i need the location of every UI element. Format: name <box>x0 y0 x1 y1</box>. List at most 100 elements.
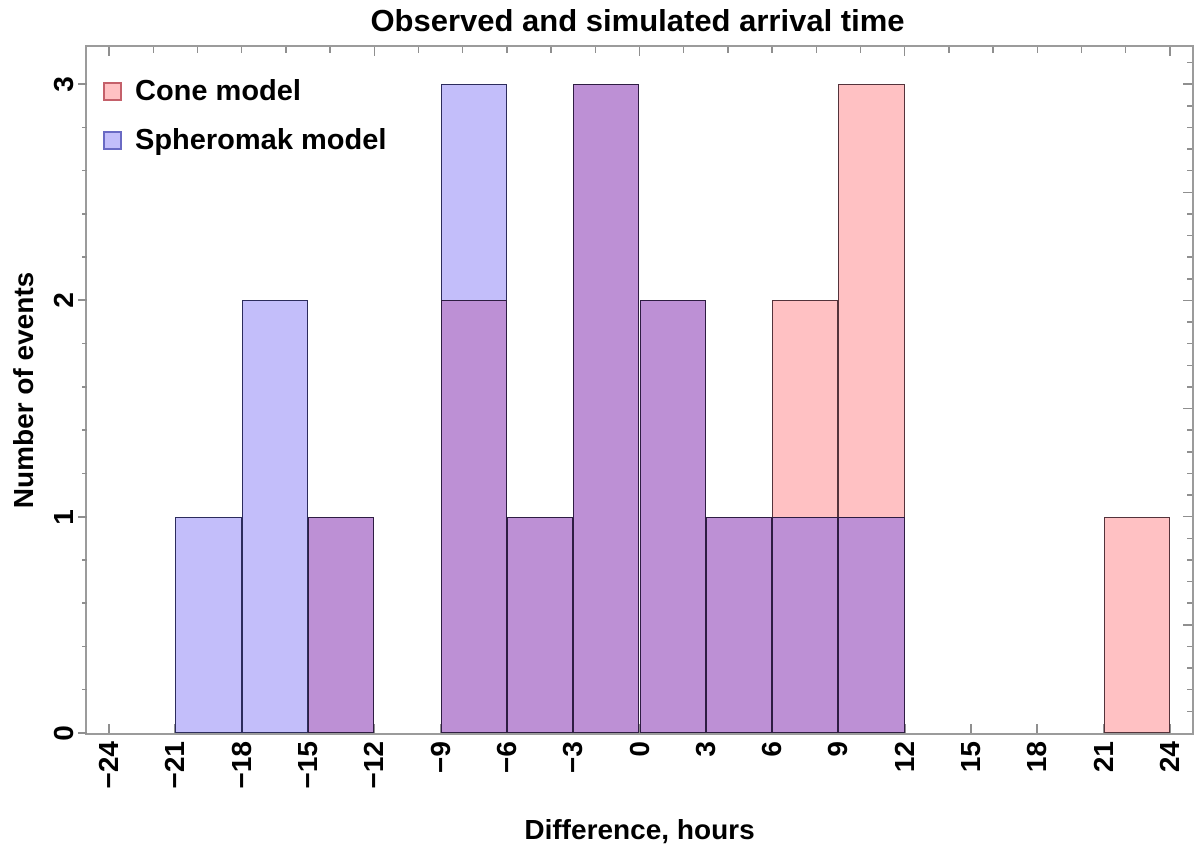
x-tick-top <box>196 47 199 53</box>
x-tick-top <box>108 47 110 56</box>
y-tick-right <box>1187 602 1192 604</box>
x-tick-top <box>903 47 906 56</box>
y-tick-right <box>1187 213 1192 215</box>
x-tick <box>1036 724 1039 733</box>
y-tick-label: 1 <box>48 508 79 525</box>
histogram-bar-overlap <box>838 516 905 733</box>
x-tick <box>970 724 972 733</box>
x-tick-top <box>550 47 552 53</box>
x-tick-label: 0 <box>623 741 655 757</box>
x-tick-top <box>240 47 243 53</box>
y-tick-label: 3 <box>48 76 79 92</box>
legend-swatch-spheromak <box>103 130 122 150</box>
x-tick-top <box>1124 47 1127 53</box>
legend-item-spheromak: Spheromak model <box>103 124 386 156</box>
x-tick-label: −12 <box>358 741 390 789</box>
x-tick-label: −3 <box>557 741 589 773</box>
x-tick-label: −18 <box>225 741 257 789</box>
y-tick-minor <box>82 559 87 561</box>
x-tick-label: −21 <box>159 741 191 789</box>
x-tick-label: 6 <box>756 741 788 757</box>
y-tick-minor <box>82 386 87 388</box>
histogram-bar-overlap <box>308 516 375 733</box>
legend-item-cone: Cone model <box>103 75 386 107</box>
y-tick-right <box>1187 429 1192 431</box>
plot-area: Cone model Spheromak model Difference, h… <box>8 45 1194 845</box>
y-tick-minor <box>82 602 87 604</box>
x-tick-top <box>461 47 464 53</box>
x-tick-label: 12 <box>888 741 920 773</box>
y-tick-right <box>1183 515 1192 518</box>
x-tick-label: −24 <box>93 741 125 789</box>
y-tick-right <box>1187 105 1192 107</box>
y-tick-minor <box>82 126 87 129</box>
y-tick <box>78 299 87 302</box>
y-tick <box>78 732 87 734</box>
x-tick-top <box>373 47 376 56</box>
x-tick-top <box>1169 47 1171 56</box>
legend-label-cone: Cone model <box>135 75 301 107</box>
y-tick-right <box>1187 321 1192 323</box>
x-tick-top <box>152 47 155 53</box>
legend-swatch-cone <box>103 81 122 101</box>
y-tick-minor <box>82 688 87 691</box>
x-tick-label: 9 <box>822 741 854 757</box>
histogram-bar-overlap <box>573 84 640 733</box>
histogram-bar-overlap <box>506 516 574 733</box>
x-tick-top <box>992 47 994 53</box>
x-tick-label: 24 <box>1153 741 1185 773</box>
y-tick-right <box>1187 126 1192 129</box>
x-tick <box>373 724 376 733</box>
x-tick-label: 15 <box>955 741 986 773</box>
histogram-bar-cone <box>772 300 839 517</box>
y-tick-right <box>1187 61 1192 64</box>
x-tick-top <box>771 47 773 53</box>
y-tick-minor <box>82 429 87 431</box>
y-tick-right <box>1187 710 1192 713</box>
x-tick-label: 21 <box>1087 741 1119 773</box>
histogram-bar-overlap <box>440 300 507 733</box>
legend: Cone model Spheromak model <box>103 75 386 156</box>
y-tick-right <box>1187 364 1192 367</box>
histogram-bar-overlap <box>705 516 773 733</box>
y-tick-right <box>1187 234 1192 237</box>
y-tick-label: 2 <box>48 292 79 309</box>
y-tick-right <box>1187 148 1192 150</box>
y-tick-right <box>1187 472 1192 475</box>
y-tick-right <box>1187 342 1192 345</box>
x-tick-top <box>506 47 508 53</box>
histogram-bar-cone <box>838 84 905 517</box>
x-tick-top <box>815 47 818 53</box>
x-tick <box>108 724 111 733</box>
y-tick-right <box>1183 83 1192 85</box>
y-tick-right <box>1187 645 1192 648</box>
y-tick <box>78 515 87 518</box>
x-axis-title: Difference, hours <box>524 814 755 845</box>
x-tick-top <box>1036 47 1039 53</box>
y-tick-label: 0 <box>48 725 79 741</box>
y-tick-right <box>1183 624 1192 626</box>
y-tick-minor <box>82 169 87 172</box>
x-tick-top <box>727 47 729 53</box>
x-tick-label: 18 <box>1021 741 1053 773</box>
histogram-bar-overlap <box>772 516 839 733</box>
y-tick-right <box>1187 580 1192 583</box>
x-tick-label: 3 <box>689 741 721 757</box>
x-tick-top <box>417 47 420 53</box>
legend-label-spheromak: Spheromak model <box>135 124 387 156</box>
y-tick-minor <box>82 256 87 258</box>
y-tick-right <box>1187 451 1192 453</box>
histogram-bar-cone <box>1103 516 1170 733</box>
histogram-bar-spheromak <box>241 300 308 733</box>
y-tick-minor <box>82 342 87 345</box>
histogram-bar-spheromak <box>175 516 242 733</box>
y-axis-title: Number of events <box>8 271 39 509</box>
y-tick-minor <box>82 213 87 215</box>
x-tick-top <box>329 47 331 53</box>
x-tick <box>1168 724 1171 733</box>
histogram-bar-spheromak <box>440 84 507 301</box>
x-tick <box>903 724 906 733</box>
chart-title: Observed and simulated arrival time <box>370 3 905 38</box>
histogram-bar-overlap <box>639 300 706 733</box>
